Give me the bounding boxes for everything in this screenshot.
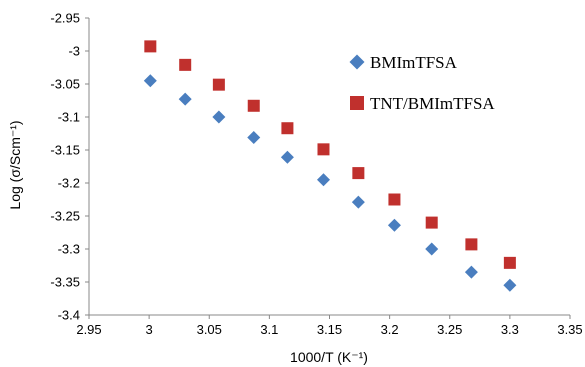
square-point — [247, 99, 260, 112]
diamond-point — [351, 195, 365, 209]
y-tick-label: -3.4 — [58, 308, 80, 323]
x-tick-label: 2.95 — [76, 322, 101, 337]
y-tick-label: -3.2 — [58, 176, 80, 191]
diamond-point — [247, 130, 261, 144]
y-tick-label: -3.35 — [50, 275, 80, 290]
axes — [85, 17, 571, 319]
diamond-point — [464, 265, 478, 279]
diamond-point — [387, 218, 401, 232]
square-point — [179, 58, 192, 71]
square-point — [465, 238, 478, 251]
y-tick-label: -3.25 — [50, 209, 80, 224]
legend-square-marker — [350, 96, 364, 110]
x-axis-title: 1000/T (K⁻¹) — [290, 349, 368, 365]
square-point — [144, 40, 157, 53]
y-tick-label: -3 — [68, 44, 80, 59]
y-tick-label: -3.3 — [58, 242, 80, 257]
data-points — [143, 40, 517, 292]
square-point — [503, 256, 516, 269]
x-tick-label: 3.1 — [260, 322, 278, 337]
legend-diamond-marker — [349, 54, 365, 70]
legend-label: TNT/BMImTFSA — [370, 94, 495, 113]
series-1 — [143, 74, 517, 292]
x-tick-label: 3.25 — [437, 322, 462, 337]
x-tick-label: 3.2 — [381, 322, 399, 337]
x-tick-label: 3 — [146, 322, 153, 337]
legend: BMImTFSA TNT/BMImTFSA — [349, 53, 495, 113]
legend-item: TNT/BMImTFSA — [350, 94, 495, 113]
diamond-point — [425, 242, 439, 256]
square-point — [212, 78, 225, 91]
x-tick-label: 3.3 — [501, 322, 519, 337]
diamond-point — [178, 92, 192, 106]
x-tick-label: 3.05 — [197, 322, 222, 337]
square-point — [352, 167, 365, 180]
y-axis-title: Log (σ/Scm⁻¹) — [7, 120, 23, 209]
y-tick-label: -3.15 — [50, 143, 80, 158]
x-tick-label: 3.35 — [557, 322, 582, 337]
diamond-point — [316, 173, 330, 187]
diamond-point — [503, 278, 517, 292]
diamond-point — [280, 150, 294, 164]
diamond-point — [143, 74, 157, 88]
y-tick-label: -3.1 — [58, 110, 80, 125]
square-point — [425, 216, 438, 229]
square-point — [317, 143, 330, 156]
y-tick-label: -3.05 — [50, 77, 80, 92]
tick-labels: 2.95 3 3.05 3.1 3.15 3.2 3.25 3.3 3.35 -2.95 -3 -3.… — [50, 11, 582, 338]
legend-item: BMImTFSA — [349, 53, 458, 72]
x-tick-label: 3.15 — [317, 322, 342, 337]
legend-label: BMImTFSA — [370, 53, 458, 72]
series-2 — [144, 40, 516, 269]
square-point — [388, 193, 401, 206]
y-tick-label: -2.95 — [50, 11, 80, 26]
square-point — [281, 122, 294, 135]
diamond-point — [212, 110, 226, 124]
